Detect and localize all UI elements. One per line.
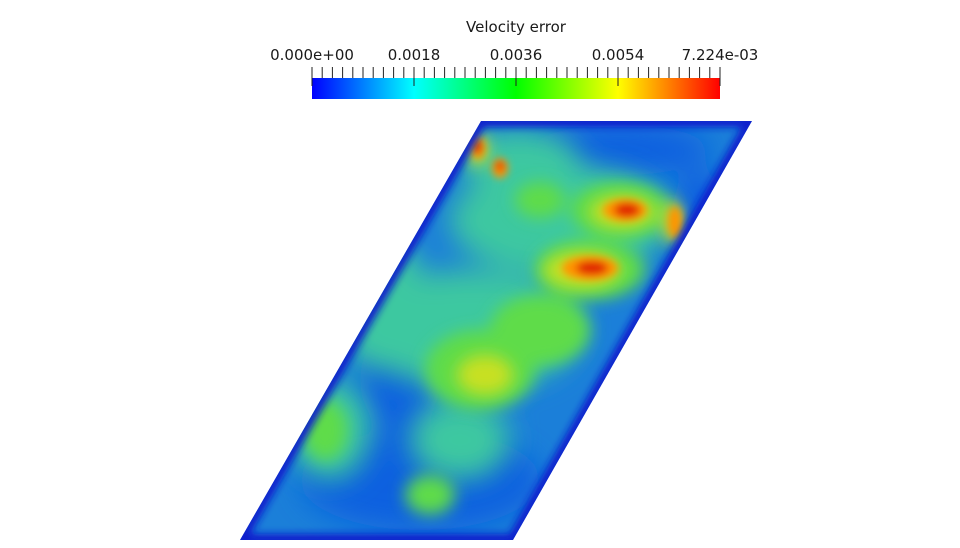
field-boundary [240, 121, 752, 540]
colorbar-label-2: 0.0036 [489, 46, 543, 64]
field-hot-blob [614, 203, 640, 217]
colorbar-ticks [311, 67, 721, 86]
colorbar-label-min: 0.000e+00 [270, 46, 354, 64]
colorbar-label-3: 0.0054 [591, 46, 645, 64]
field-hot-blob [474, 140, 482, 154]
field-green-blob [405, 475, 455, 515]
field-green-blob [515, 182, 565, 218]
field-hot-blob [576, 261, 608, 275]
field-mid-blob [460, 130, 580, 190]
colorbar-label-max: 7.224e-03 [681, 46, 759, 64]
field-orange-blob [668, 206, 682, 238]
colorbar-title: Velocity error [466, 18, 566, 36]
velocity-error-field [240, 121, 752, 540]
field-yellow-blob [457, 355, 513, 395]
colorbar [311, 67, 721, 99]
field-hot-blob [496, 161, 504, 171]
field-mid-blob [410, 400, 510, 480]
colorbar-label-1: 0.0018 [387, 46, 441, 64]
field-green-blob [490, 295, 590, 365]
field-hot-regions [471, 137, 682, 280]
